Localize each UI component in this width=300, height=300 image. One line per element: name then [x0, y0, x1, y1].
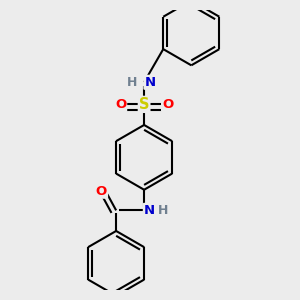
- Text: N: N: [144, 76, 156, 89]
- Text: S: S: [139, 97, 149, 112]
- Text: H: H: [158, 204, 168, 217]
- Text: H: H: [127, 76, 137, 89]
- Text: N: N: [144, 204, 155, 217]
- Text: O: O: [96, 185, 107, 198]
- Text: O: O: [162, 98, 173, 111]
- Text: O: O: [115, 98, 126, 111]
